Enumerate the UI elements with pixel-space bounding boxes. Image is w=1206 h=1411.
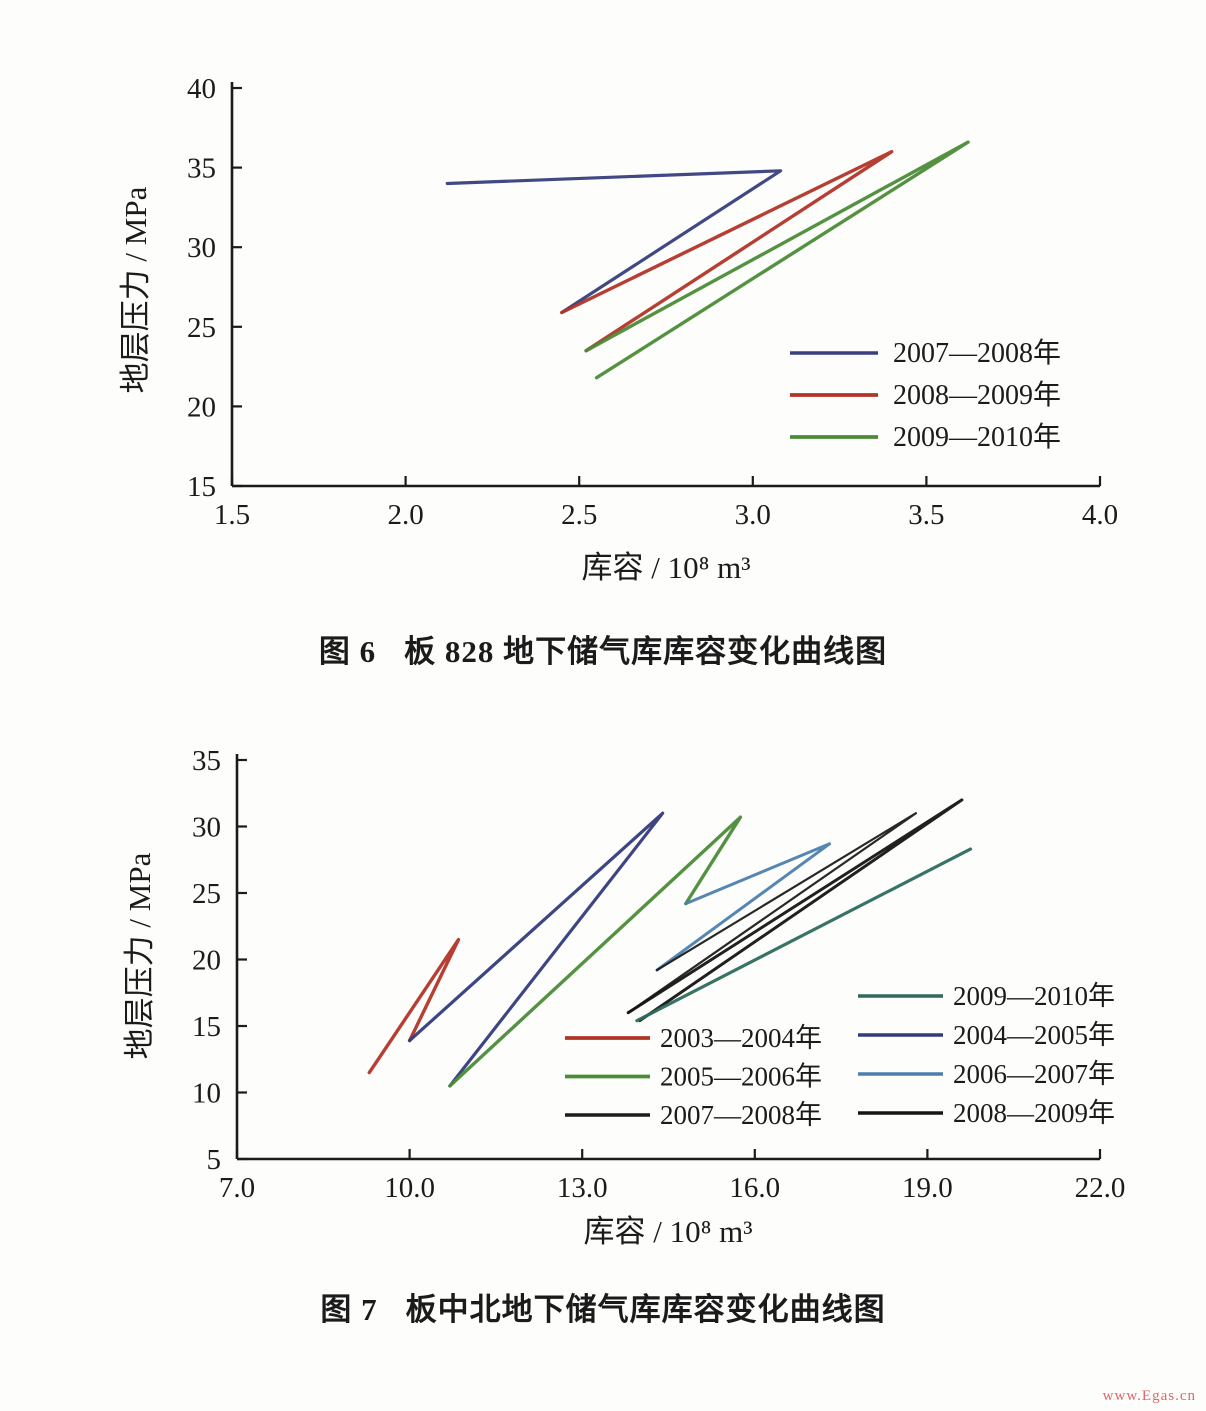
x-tick-label: 13.0 — [557, 1172, 608, 1204]
figure-7-caption-label: 图 7 — [320, 1292, 378, 1327]
legend-label: 2005—2006年 — [660, 1062, 822, 1092]
series-line-6 — [635, 847, 973, 1023]
x-tick-label: 1.5 — [214, 499, 250, 531]
y-tick-label: 20 — [187, 391, 216, 423]
legend-label: 2004—2005年 — [953, 1020, 1115, 1050]
figure-7-caption-text: 板中北地下储气库库容变化曲线图 — [405, 1292, 886, 1327]
series-line-2 — [448, 815, 743, 1088]
legend-label: 2008—2009年 — [893, 379, 1061, 411]
legend-label: 2007—2008年 — [893, 337, 1061, 369]
y-tick-label: 15 — [192, 1011, 221, 1043]
series-line-0 — [367, 937, 461, 1075]
watermark: www.Egas.cn — [1102, 1388, 1196, 1404]
x-tick-label: 10.0 — [384, 1172, 435, 1204]
x-tick-label: 19.0 — [902, 1172, 953, 1204]
y-tick-label: 10 — [192, 1078, 221, 1110]
legend-label: 2008—2009年 — [953, 1098, 1115, 1128]
series-line-5 — [626, 798, 964, 1023]
chart-6-canvas: 1.5 2.0 2.5 3.0 3.5 4.0 15 20 25 30 35 40 库容 / 10⁸ m… — [118, 73, 1118, 585]
y-tick-label: 25 — [192, 878, 221, 910]
x-tick-label: 2.0 — [387, 499, 423, 531]
legend-label: 2009—2010年 — [953, 981, 1115, 1011]
figure-6-caption-text: 板 828 地下储气库库容变化曲线图 — [404, 634, 888, 669]
x-tick-label: 7.0 — [219, 1172, 255, 1204]
figure-6-caption: 图 6 板 828 地下储气库库容变化曲线图 — [0, 626, 1206, 671]
legend-label: 2003—2004年 — [660, 1023, 822, 1053]
legend-label: 2006—2007年 — [953, 1059, 1115, 1089]
legend-label: 2007—2008年 — [660, 1100, 822, 1130]
figure-6: 1.5 2.0 2.5 3.0 3.5 4.0 15 20 25 30 35 40 库容 / 10⁸ m… — [0, 40, 1206, 671]
y-tick-label: 15 — [187, 471, 216, 503]
y-tick-label: 25 — [187, 312, 216, 344]
series-line-1 — [560, 149, 894, 353]
x-tick-label: 4.0 — [1082, 499, 1118, 531]
y-tick-label: 40 — [187, 73, 216, 105]
x-tick-label: 16.0 — [729, 1172, 780, 1204]
x-axis-title: 库容 / 10⁸ m³ — [581, 550, 750, 585]
y-axis-title: 地层压力 / MPa — [122, 852, 157, 1059]
y-tick-label: 5 — [207, 1144, 222, 1176]
series-line-0 — [445, 169, 783, 315]
chart-7-canvas: 7.0 10.0 13.0 16.0 19.0 22.0 5 10 15 20 25 30 35 库容 /… — [122, 745, 1126, 1249]
y-tick-label: 20 — [192, 945, 221, 977]
figure-7-caption: 图 7 板中北地下储气库库容变化曲线图 — [0, 1284, 1206, 1329]
series-line-4 — [627, 812, 918, 1014]
x-tick-label: 3.5 — [908, 499, 944, 531]
y-tick-label: 35 — [192, 745, 221, 777]
legend-label: 2009—2010年 — [893, 421, 1061, 453]
x-tick-label: 2.5 — [561, 499, 597, 531]
y-tick-label: 30 — [187, 232, 216, 264]
x-axis-title: 库容 / 10⁸ m³ — [583, 1214, 752, 1249]
x-tick-label: 22.0 — [1075, 1172, 1126, 1204]
figure-6-caption-label: 图 6 — [318, 634, 377, 669]
figure-7: 7.0 10.0 13.0 16.0 19.0 22.0 5 10 15 20 25 30 35 库容 /… — [0, 718, 1206, 1329]
y-tick-label: 30 — [192, 812, 221, 844]
series-line-3 — [655, 842, 832, 972]
series-line-2 — [584, 140, 970, 380]
y-axis-title: 地层压力 / MPa — [118, 186, 153, 393]
series-line-1 — [408, 811, 665, 1088]
y-tick-label: 35 — [187, 153, 216, 185]
x-tick-label: 3.0 — [735, 499, 771, 531]
